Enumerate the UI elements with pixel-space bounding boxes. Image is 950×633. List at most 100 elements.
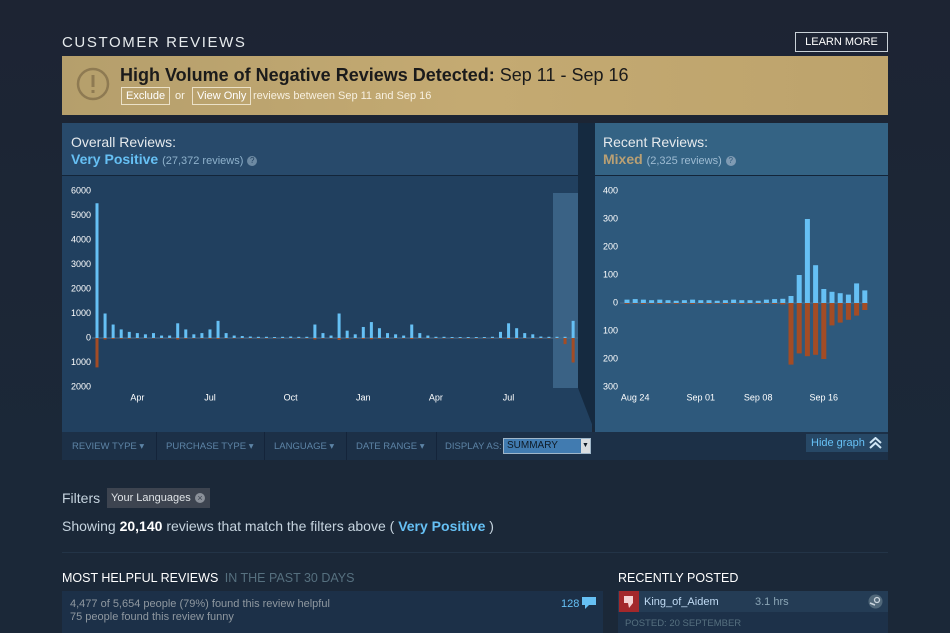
bar <box>681 300 687 303</box>
y-tick-label: 4000 <box>71 234 91 244</box>
bar <box>192 334 196 338</box>
bar <box>854 283 860 303</box>
bar <box>788 296 794 303</box>
helpful-count-text: 4,477 of 5,654 people (79%) found this r… <box>70 598 330 610</box>
bar <box>394 334 398 338</box>
bar <box>434 336 438 338</box>
bar <box>673 303 679 304</box>
bar <box>200 333 204 338</box>
bar <box>624 303 630 304</box>
author-name[interactable]: King_of_Aidem <box>644 596 719 608</box>
filter-bar <box>62 432 888 460</box>
y-tick-label: 6000 <box>71 185 91 195</box>
x-tick-label: Apr <box>429 392 443 402</box>
x-tick-label: Sep 08 <box>744 392 773 402</box>
view-only-button[interactable]: View Only <box>192 87 252 105</box>
bar <box>747 300 753 303</box>
bar <box>111 338 115 339</box>
bar <box>160 335 164 338</box>
display-select[interactable]: SUMMARY ▼ <box>503 438 591 454</box>
comment-count[interactable]: 128 <box>561 598 580 610</box>
select-arrow[interactable]: ▼ <box>581 439 590 453</box>
bar <box>796 303 802 354</box>
filter-tag-label[interactable]: Your Languages <box>111 492 191 504</box>
bar <box>507 338 511 339</box>
menu-label[interactable]: REVIEW TYPE <box>72 441 137 452</box>
bar <box>555 336 559 338</box>
bar <box>755 303 761 304</box>
bar <box>103 313 107 338</box>
filter-menu[interactable]: PURCHASE TYPE ▾ <box>166 441 254 452</box>
or-text: or <box>175 90 185 102</box>
bar <box>563 338 567 345</box>
bar <box>176 323 180 338</box>
bar <box>337 313 341 338</box>
hide-graph-button[interactable]: Hide graph <box>806 434 888 452</box>
bar <box>386 333 390 338</box>
bar <box>731 299 737 303</box>
menu-label[interactable]: DATE RANGE <box>356 441 418 452</box>
recent-header <box>595 123 888 176</box>
bar <box>821 303 827 359</box>
bar <box>176 338 180 340</box>
filter-menu[interactable]: LANGUAGE ▾ <box>274 441 335 452</box>
hide-graph-label[interactable]: Hide graph <box>811 437 865 449</box>
filter-menu[interactable]: REVIEW TYPE ▾ <box>72 441 145 452</box>
remove-icon[interactable]: × <box>195 493 205 503</box>
bar <box>714 300 720 303</box>
bar <box>369 338 373 340</box>
bar <box>515 338 519 339</box>
x-tick-label: Apr <box>130 392 144 402</box>
menu-separator <box>156 432 157 460</box>
y-tick-label: 200 <box>603 241 618 251</box>
select-value[interactable]: SUMMARY <box>507 440 558 451</box>
x-tick-label: Jul <box>204 392 216 402</box>
bar <box>466 337 470 338</box>
connector <box>578 123 595 432</box>
bar <box>345 338 349 339</box>
bar <box>184 338 188 339</box>
bar <box>531 334 535 338</box>
bar <box>127 338 131 339</box>
bar <box>837 293 843 303</box>
recent-posted-title: RECENTLY POSTED <box>618 571 739 585</box>
bar <box>184 329 188 338</box>
y-tick-label: 100 <box>603 269 618 279</box>
bar <box>321 333 325 338</box>
x-tick-label: Sep 01 <box>687 392 716 402</box>
bar <box>649 303 655 304</box>
filter-menu[interactable]: DATE RANGE ▾ <box>356 441 425 452</box>
bar <box>690 303 696 304</box>
menu-separator <box>436 432 437 460</box>
bar <box>523 333 527 338</box>
bar <box>426 335 430 338</box>
bar <box>135 333 139 338</box>
x-tick-label: Oct <box>284 392 299 402</box>
banner-heading: High Volume of Negative Reviews Detected… <box>120 65 495 85</box>
bar <box>563 336 567 338</box>
x-tick-label: Jul <box>503 392 515 402</box>
help-icon[interactable]: ? <box>725 156 736 166</box>
bar <box>845 294 851 303</box>
recent-count: (2,325 reviews) <box>646 155 722 167</box>
learn-more-button[interactable]: LEARN MORE <box>795 32 888 52</box>
help-icon[interactable]: ? <box>247 156 258 166</box>
menu-label[interactable]: LANGUAGE <box>274 441 327 452</box>
overall-label: Overall Reviews: <box>71 134 177 150</box>
bar <box>369 322 373 338</box>
bar <box>490 336 494 338</box>
filter-tag[interactable]: Your Languages × <box>107 488 210 508</box>
warning-banner <box>62 56 888 115</box>
y-tick-label: 2000 <box>71 381 91 391</box>
bar <box>665 300 671 303</box>
posted-date: POSTED: 20 SEPTEMBER <box>625 618 742 629</box>
exclude-button[interactable]: Exclude <box>121 87 171 105</box>
bar <box>208 329 212 338</box>
bar <box>297 336 301 338</box>
bar <box>240 336 244 338</box>
summary-rating: Very Positive <box>398 518 486 534</box>
menu-label[interactable]: PURCHASE TYPE <box>166 441 247 452</box>
filters-label: Filters <box>62 490 101 506</box>
bar <box>248 336 252 338</box>
bar <box>657 299 663 303</box>
